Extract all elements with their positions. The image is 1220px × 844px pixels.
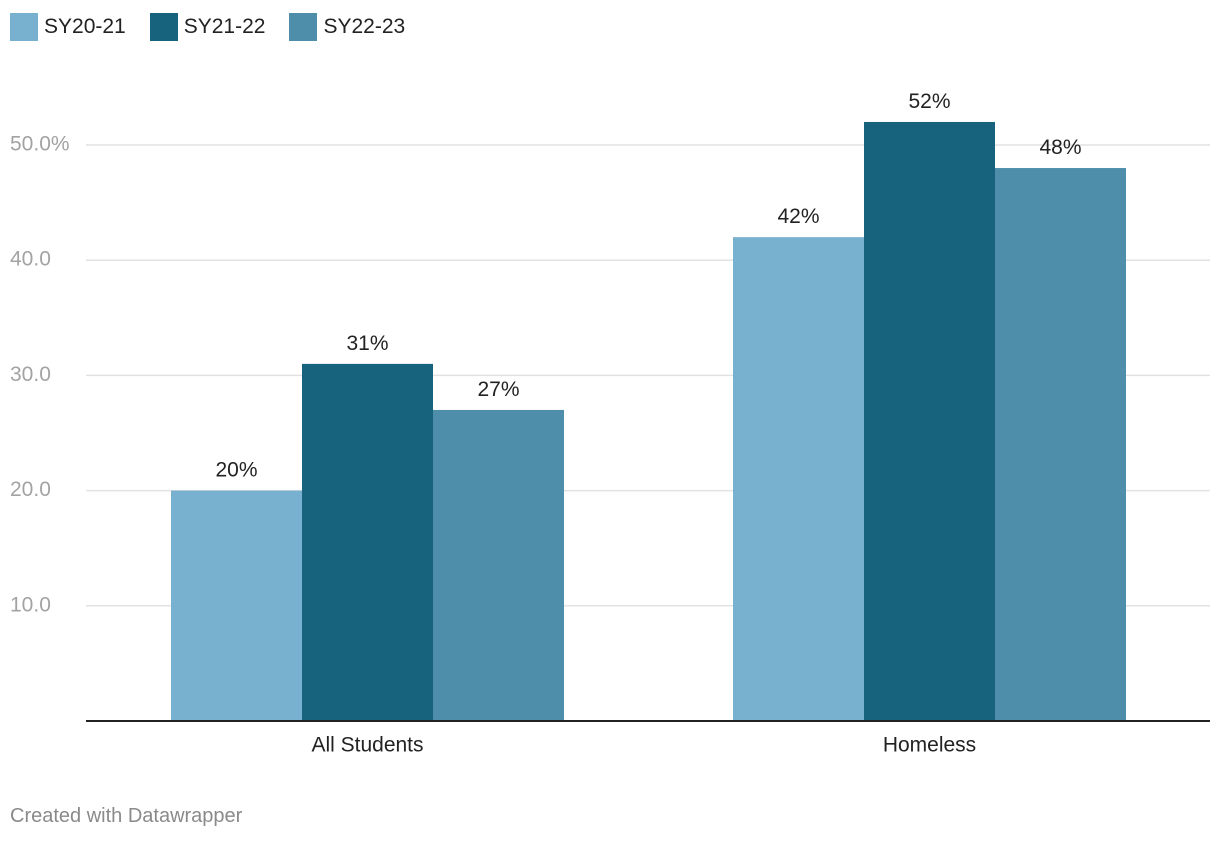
- x-category-label: All Students: [311, 734, 423, 757]
- bar-all-students-sy20-21: [171, 490, 302, 721]
- bar-homeless-sy20-21: [733, 237, 864, 721]
- x-category-label: Homeless: [883, 734, 976, 757]
- legend-label-sy20-21: SY20-21: [44, 15, 126, 38]
- bar-value-label: 52%: [908, 90, 950, 113]
- bar-value-label: 27%: [477, 378, 519, 401]
- y-tick-label: 30.0: [10, 363, 51, 386]
- bar-all-students-sy21-22: [302, 363, 433, 721]
- legend-item-sy20-21: SY20-21: [10, 13, 126, 41]
- y-tick-label: 10.0: [10, 593, 51, 616]
- bar-chart: 10.0 20.0 30.0 40.0 50.0% 20% 31% 27% All Studen…: [10, 90, 1210, 757]
- y-tick-label: 40.0: [10, 248, 51, 271]
- bar-homeless-sy22-23: [995, 168, 1126, 722]
- bar-homeless-sy21-22: [864, 121, 995, 721]
- datawrapper-credit: Created with Datawrapper: [10, 805, 243, 827]
- legend-label-sy21-22: SY21-22: [183, 15, 266, 38]
- legend: SY20-21 SY21-22 SY22-23: [10, 11, 429, 43]
- legend-item-sy22-23: SY22-23: [289, 13, 405, 41]
- legend-label-sy22-23: SY22-23: [323, 15, 406, 38]
- legend-item-sy21-22: SY21-22: [149, 13, 266, 41]
- y-tick-label: 50.0%: [10, 133, 70, 156]
- bar-value-label: 20%: [215, 459, 257, 482]
- bar-value-label: 42%: [777, 205, 819, 228]
- legend-swatch-sy20-21: [10, 13, 38, 41]
- y-tick-label: 20.0: [10, 478, 51, 501]
- legend-swatch-sy22-23: [289, 13, 318, 41]
- legend-swatch-sy21-22: [149, 13, 178, 41]
- bar-value-label: 48%: [1039, 136, 1081, 159]
- bar-all-students-sy22-23: [433, 409, 564, 721]
- bar-value-label: 31%: [346, 332, 388, 355]
